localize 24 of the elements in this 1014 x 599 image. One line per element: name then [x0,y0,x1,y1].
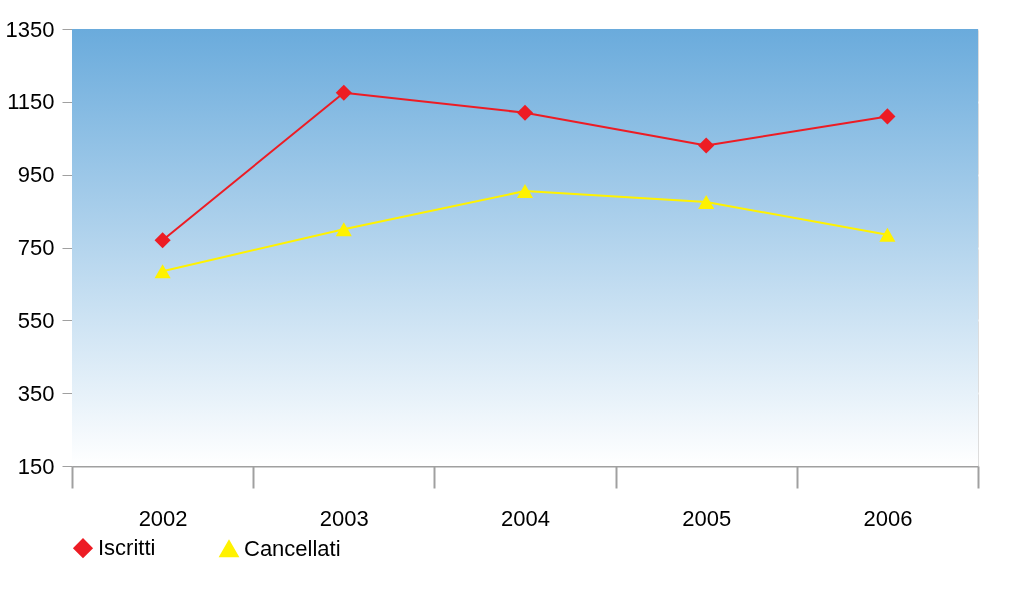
legend-label: Cancellati [244,535,341,561]
x-tick-label: 2004 [501,505,550,531]
x-tick-label: 2006 [863,505,913,531]
point [516,184,534,199]
x-tick-label: 2003 [319,505,369,531]
point [335,222,352,237]
point [154,232,171,249]
y-tick-label: 550 [17,307,55,333]
y-tick-label: 150 [17,453,55,479]
y-tick-label: 950 [17,162,55,188]
x-tick-label: 2005 [682,505,732,531]
y-tick-label: 1150 [7,89,55,115]
point [516,104,534,121]
point [698,137,715,154]
y-tick-label: 350 [17,380,55,406]
x-tick-label: 2002 [138,505,188,531]
point [154,264,171,279]
legend-label: Iscritti [98,535,156,561]
point [698,195,715,209]
y-tick-label: 750 [17,235,55,260]
point [879,227,896,242]
y-tick-label: 1350 [5,16,55,42]
point [879,108,896,125]
point [335,84,352,101]
